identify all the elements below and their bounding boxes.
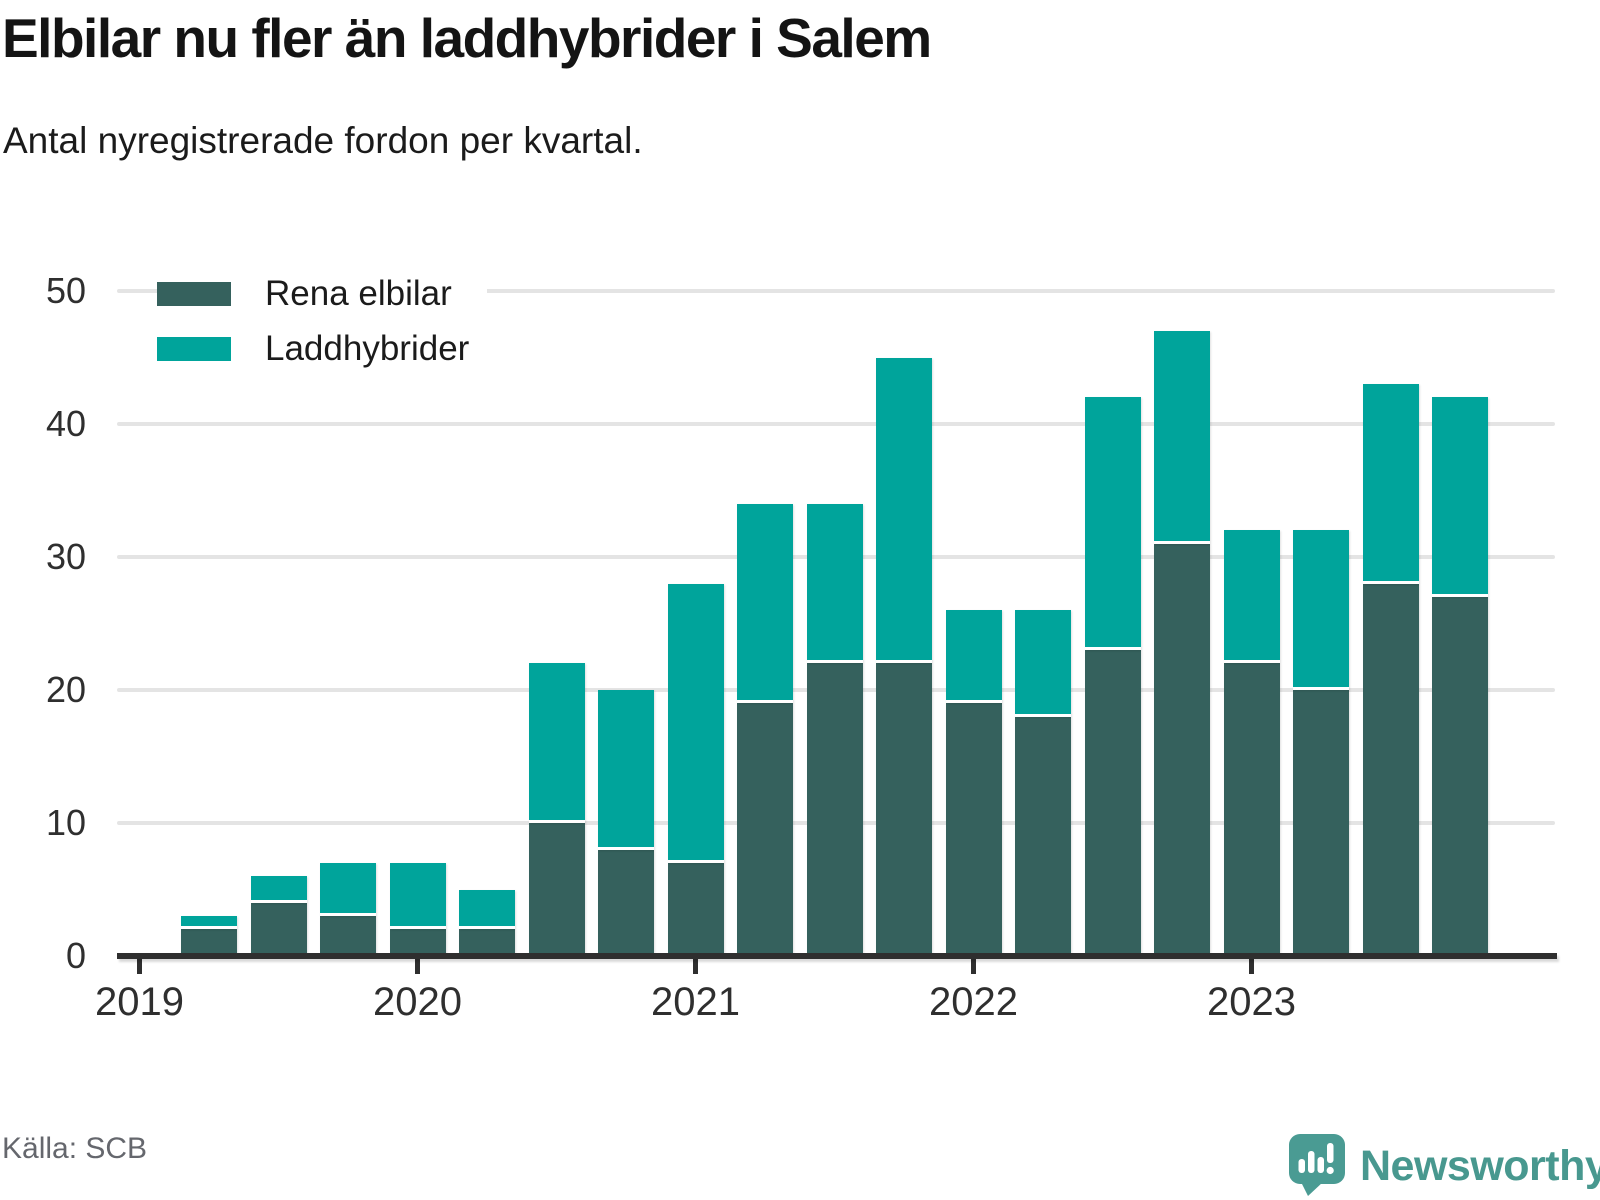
bar-segment-laddhybrider-2020-q4 <box>598 690 654 850</box>
bar-segment-laddhybrider-2021-q3 <box>806 503 863 664</box>
bar-segment-laddhybrider-2021-q2 <box>737 503 793 704</box>
bar-segment-rena-elbilar-2021-q2 <box>737 703 793 956</box>
bar-segment-laddhybrider-2022-q3 <box>1084 397 1141 651</box>
y-gridline-40 <box>117 422 1555 426</box>
bar-segment-rena-elbilar-2022-q2 <box>1015 716 1071 956</box>
x-tick-label-2021: 2021 <box>651 980 740 1024</box>
source-note: Källa: SCB <box>2 1132 148 1165</box>
bar-segment-rena-elbilar-2020-q1 <box>389 929 446 956</box>
bar-segment-laddhybrider-2019-q2 <box>181 916 237 930</box>
bar-segment-laddhybrider-2022-q1 <box>945 610 1002 704</box>
y-axis-label-0: 0 <box>65 935 86 976</box>
bar-segment-rena-elbilar-2022-q3 <box>1084 650 1141 956</box>
x-tick-2023 <box>1249 959 1254 974</box>
bar-segment-rena-elbilar-2019-q4 <box>320 916 376 956</box>
bar-segment-rena-elbilar-2020-q4 <box>598 849 654 956</box>
bar-segment-rena-elbilar-2020-q3 <box>528 823 585 956</box>
bar-segment-laddhybrider-2023-q4 <box>1432 397 1488 597</box>
x-tick-2021 <box>693 959 698 974</box>
x-tick-label-2019: 2019 <box>95 980 184 1024</box>
y-gridline-50 <box>117 289 1555 293</box>
x-tick-label-2022: 2022 <box>929 980 1018 1024</box>
bar-segment-laddhybrider-2023-q1 <box>1223 530 1280 664</box>
bar-segment-laddhybrider-2023-q2 <box>1293 530 1349 690</box>
x-tick-label-2020: 2020 <box>373 980 462 1024</box>
y-axis-label-50: 50 <box>45 270 86 311</box>
bar-segment-rena-elbilar-2019-q2 <box>181 929 237 956</box>
x-tick-2020 <box>415 959 420 974</box>
x-tick-2019 <box>137 959 142 974</box>
x-tick-2022 <box>971 959 976 974</box>
bar-segment-laddhybrider-2020-q3 <box>528 663 585 823</box>
bar-segment-rena-elbilar-2020-q2 <box>459 929 515 956</box>
bar-segment-rena-elbilar-2022-q1 <box>945 703 1002 956</box>
bar-segment-laddhybrider-2023-q3 <box>1362 384 1419 584</box>
legend-swatch-laddhybrider <box>157 337 231 361</box>
x-tick-label-2023: 2023 <box>1207 980 1296 1024</box>
bar-segment-rena-elbilar-2023-q3 <box>1362 583 1419 956</box>
bar-segment-rena-elbilar-2023-q4 <box>1432 596 1488 956</box>
newsworthy-wordmark: Newsworthy <box>1360 1141 1600 1190</box>
bar-segment-laddhybrider-2020-q2 <box>459 889 515 930</box>
legend-label-rena-elbilar: Rena elbilar <box>265 274 452 313</box>
chart-subtitle: Antal nyregistrerade fordon per kvartal. <box>3 120 643 161</box>
chart-title: Elbilar nu fler än laddhybrider i Salem <box>2 7 932 69</box>
bar-segment-laddhybrider-2021-q4 <box>876 357 932 664</box>
bar-segment-rena-elbilar-2021-q4 <box>876 663 932 956</box>
bar-segment-rena-elbilar-2023-q1 <box>1223 663 1280 956</box>
legend: Rena elbilar Laddhybrider <box>157 272 488 382</box>
bar-segment-laddhybrider-2019-q3 <box>250 876 307 903</box>
y-axis-label-40: 40 <box>45 403 86 444</box>
bar-segment-rena-elbilar-2022-q4 <box>1154 543 1210 956</box>
bar-segment-laddhybrider-2022-q4 <box>1154 330 1210 544</box>
bar-segment-rena-elbilar-2021-q3 <box>806 663 863 956</box>
bar-segment-laddhybrider-2020-q1 <box>389 862 446 930</box>
bar-segment-rena-elbilar-2021-q1 <box>667 862 724 956</box>
legend-label-laddhybrider: Laddhybrider <box>265 329 470 368</box>
legend-item-laddhybrider: Laddhybrider <box>157 327 488 371</box>
y-axis-label-20: 20 <box>45 669 86 710</box>
bar-segment-laddhybrider-2022-q2 <box>1015 610 1071 717</box>
y-axis-label-10: 10 <box>45 802 86 843</box>
newsworthy-bubble-icon <box>1289 1134 1345 1196</box>
newsworthy-logo: Newsworthy <box>1288 1134 1600 1198</box>
legend-swatch-rena-elbilar <box>157 282 231 306</box>
x-axis-line <box>117 953 1557 959</box>
bar-segment-laddhybrider-2021-q1 <box>667 583 724 863</box>
bar-segment-laddhybrider-2019-q4 <box>320 862 376 917</box>
bar-segment-rena-elbilar-2023-q2 <box>1293 690 1349 956</box>
y-axis-label-30: 30 <box>45 536 86 577</box>
legend-item-rena-elbilar: Rena elbilar <box>157 272 488 316</box>
bar-segment-rena-elbilar-2019-q3 <box>250 902 307 956</box>
